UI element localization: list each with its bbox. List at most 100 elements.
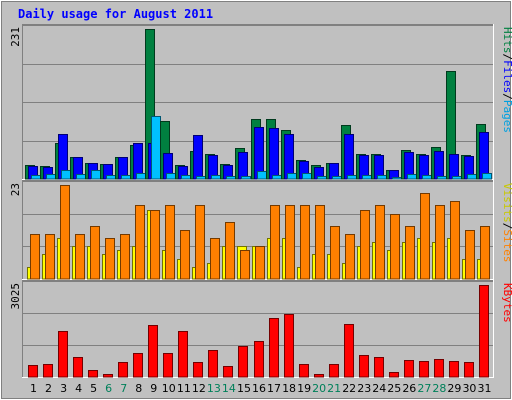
side-legend-separator: / (501, 54, 512, 61)
side-legend-separator: / (501, 93, 512, 100)
bar-pages-day-7 (121, 175, 131, 180)
bar-pages-day-17 (272, 175, 282, 180)
bar-files-day-18 (284, 134, 294, 180)
bar-sites-day-19 (300, 205, 310, 280)
bar-pages-day-26 (407, 174, 417, 180)
bar-kbytes-day-30 (464, 362, 474, 378)
day-label-17: 17 (267, 382, 281, 395)
bar-pages-day-25 (392, 177, 402, 180)
bar-pages-day-14 (226, 176, 236, 180)
day-label-1: 1 (30, 382, 37, 395)
bar-kbytes-day-17 (269, 318, 279, 378)
day-label-24: 24 (372, 382, 386, 395)
bar-kbytes-day-9 (148, 325, 158, 378)
bar-sites-day-7 (120, 234, 130, 280)
bar-pages-day-19 (302, 173, 312, 180)
bar-sites-day-15 (240, 250, 250, 280)
bar-kbytes-day-1 (28, 365, 38, 378)
bar-pages-day-12 (196, 176, 206, 180)
day-label-28: 28 (432, 382, 446, 395)
bar-pages-day-4 (76, 174, 86, 180)
bar-kbytes-day-10 (163, 353, 173, 378)
bar-pages-day-24 (377, 175, 387, 180)
day-label-5: 5 (90, 382, 97, 395)
day-label-20: 20 (312, 382, 326, 395)
bar-sites-day-9 (150, 210, 160, 280)
bar-kbytes-day-29 (449, 361, 459, 378)
bar-files-day-28 (434, 151, 444, 180)
bar-kbytes-day-11 (178, 331, 188, 378)
bar-sites-day-3 (60, 185, 70, 280)
axis-max-label: 231 (9, 27, 22, 47)
bar-sites-day-25 (390, 214, 400, 280)
bar-pages-day-3 (61, 170, 71, 180)
day-label-27: 27 (417, 382, 431, 395)
bar-kbytes-day-6 (103, 374, 113, 378)
bar-files-day-17 (269, 128, 279, 180)
bar-pages-day-13 (211, 175, 221, 180)
bar-kbytes-day-2 (43, 364, 53, 378)
bar-sites-day-1 (30, 234, 40, 280)
bar-kbytes-day-14 (223, 366, 233, 378)
day-label-26: 26 (402, 382, 416, 395)
bar-pages-day-6 (106, 175, 116, 180)
bar-files-day-12 (193, 135, 203, 180)
day-label-11: 11 (177, 382, 191, 395)
bar-files-day-15 (238, 152, 248, 180)
bar-kbytes-day-25 (389, 372, 399, 378)
bar-kbytes-day-27 (419, 361, 429, 378)
axis-max-label: 3025 (9, 283, 22, 310)
day-label-25: 25 (387, 382, 401, 395)
bar-sites-day-2 (45, 234, 55, 280)
bar-files-day-29 (449, 154, 459, 180)
day-label-4: 4 (75, 382, 82, 395)
bar-sites-day-10 (165, 205, 175, 280)
bar-kbytes-day-7 (118, 362, 128, 378)
bar-pages-day-27 (422, 175, 432, 180)
bar-sites-day-4 (75, 234, 85, 280)
bar-pages-day-11 (181, 175, 191, 180)
bar-pages-day-5 (91, 170, 101, 180)
bar-sites-day-30 (465, 230, 475, 280)
bar-pages-day-9 (151, 116, 161, 180)
bar-kbytes-day-12 (193, 362, 203, 378)
bar-pages-day-29 (452, 176, 462, 180)
side-legend: Visits/Sites (501, 183, 512, 263)
bar-pages-day-1 (31, 175, 41, 180)
bar-pages-day-31 (482, 173, 492, 180)
bar-sites-day-6 (105, 238, 115, 280)
bar-pages-day-10 (166, 173, 176, 180)
day-label-2: 2 (45, 382, 52, 395)
day-label-23: 23 (357, 382, 371, 395)
day-label-7: 7 (120, 382, 127, 395)
bar-kbytes-day-22 (344, 324, 354, 378)
bar-sites-day-22 (345, 234, 355, 280)
bar-sites-day-21 (330, 226, 340, 280)
bar-kbytes-day-24 (374, 357, 384, 378)
day-label-8: 8 (135, 382, 142, 395)
bar-pages-day-22 (347, 175, 357, 180)
bar-pages-day-2 (46, 174, 56, 180)
bar-pages-day-8 (136, 173, 146, 180)
bar-files-day-31 (479, 132, 489, 180)
side-legend-visits: Visits (501, 183, 512, 223)
bar-sites-day-11 (180, 230, 190, 280)
bar-kbytes-day-19 (299, 364, 309, 378)
side-legend-kbytes: KBytes (501, 283, 512, 323)
day-label-31: 31 (477, 382, 491, 395)
day-label-6: 6 (105, 382, 112, 395)
side-legend-files: Files (501, 60, 512, 93)
bar-kbytes-day-20 (314, 374, 324, 378)
bar-kbytes-day-23 (359, 355, 369, 378)
kbytes-panel: 3025 KBytes (9, 280, 512, 378)
bar-files-day-22 (344, 134, 354, 180)
chart-title: Daily usage for August 2011 (18, 7, 213, 21)
bar-sites-day-5 (90, 226, 100, 280)
sites-visits-panel: 23 Visits/Sites (9, 180, 512, 280)
day-label-9: 9 (150, 382, 157, 395)
bar-pages-day-30 (467, 174, 477, 180)
side-legend-separator: / (501, 223, 512, 230)
